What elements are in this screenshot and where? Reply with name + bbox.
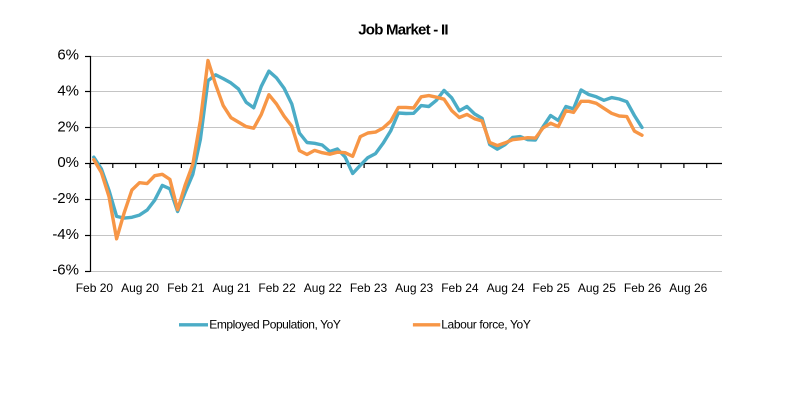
svg-text:Feb 20: Feb 20: [76, 281, 114, 295]
svg-text:Feb 22: Feb 22: [258, 281, 296, 295]
svg-text:Feb 21: Feb 21: [167, 281, 205, 295]
svg-text:0%: 0%: [57, 154, 79, 171]
svg-text:Aug 24: Aug 24: [487, 281, 525, 295]
svg-text:6%: 6%: [57, 47, 79, 64]
svg-text:Aug 23: Aug 23: [395, 281, 433, 295]
svg-text:Labour force, YoY: Labour force, YoY: [441, 317, 531, 331]
svg-text:Aug 22: Aug 22: [304, 281, 342, 295]
svg-text:Aug 25: Aug 25: [578, 281, 616, 295]
svg-text:Job Market - II: Job Market - II: [358, 22, 448, 39]
svg-text:Aug 26: Aug 26: [669, 281, 707, 295]
svg-text:Feb 24: Feb 24: [441, 281, 479, 295]
svg-text:-6%: -6%: [52, 262, 79, 279]
svg-text:-2%: -2%: [52, 190, 79, 207]
svg-text:Aug 20: Aug 20: [121, 281, 159, 295]
svg-text:Feb 23: Feb 23: [350, 281, 388, 295]
svg-text:Aug 21: Aug 21: [212, 281, 250, 295]
svg-text:Feb 25: Feb 25: [533, 281, 571, 295]
svg-text:Employed Population, YoY: Employed Population, YoY: [209, 317, 341, 331]
svg-text:Feb 26: Feb 26: [624, 281, 662, 295]
svg-text:2%: 2%: [57, 118, 79, 135]
svg-text:-4%: -4%: [52, 226, 79, 243]
svg-text:4%: 4%: [57, 83, 79, 100]
